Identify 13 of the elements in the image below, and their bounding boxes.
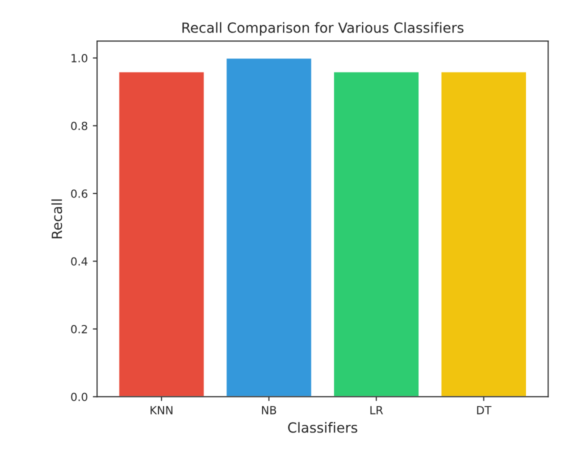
y-tick-label: 1.0 — [72, 54, 88, 62]
y-axis-title: Recall — [51, 199, 62, 238]
y-tick-label: 0.6 — [71, 189, 88, 198]
y-tick-label: 0.0 — [71, 392, 88, 402]
x-tick-label: DT — [477, 406, 492, 414]
y-tick-label: 0.4 — [71, 257, 88, 266]
y-tick-label: 0.2 — [71, 324, 87, 334]
x-tick-label: LR — [370, 406, 383, 414]
y-tick-label: 0.8 — [71, 122, 88, 130]
x-tick-label: KNN — [150, 406, 172, 414]
x-tick-label: NB — [262, 406, 276, 414]
x-axis-title: Classifiers — [288, 422, 358, 433]
chart-title: Recall Comparison for Various Classifiers — [182, 22, 464, 36]
